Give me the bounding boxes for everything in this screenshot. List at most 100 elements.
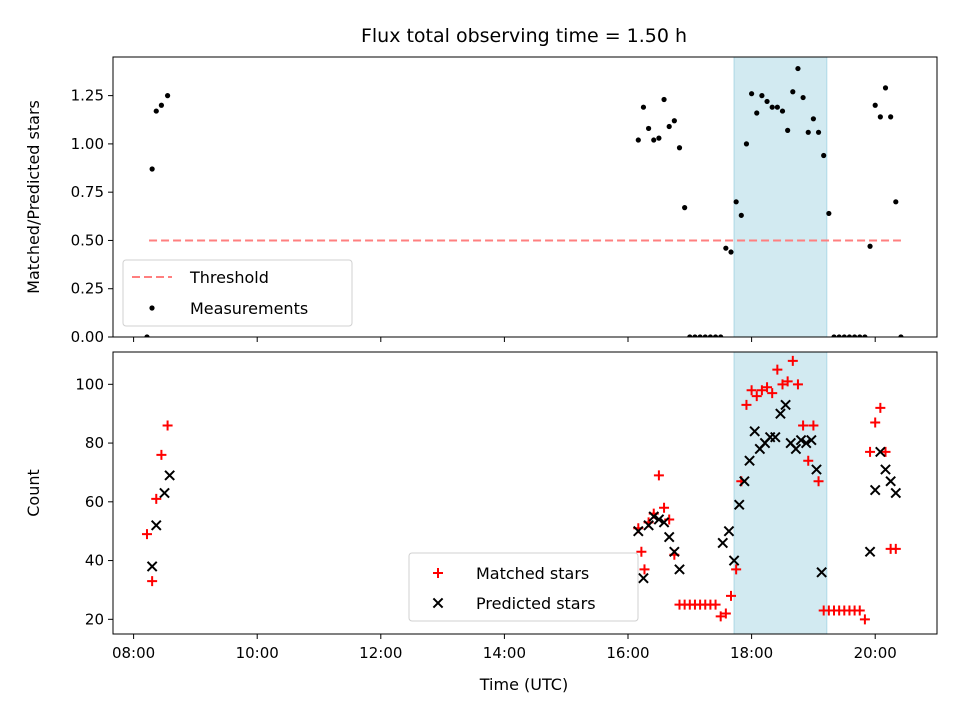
measurement-point xyxy=(785,127,791,133)
measurement-point xyxy=(728,249,734,255)
x-tick-label: 20:00 xyxy=(854,644,897,662)
matched-star-point xyxy=(787,355,798,366)
measurement-point xyxy=(692,334,698,337)
measurement-point xyxy=(754,110,760,116)
matched-star-point xyxy=(880,446,891,457)
measurement-point xyxy=(749,91,755,97)
plot-frame-1 xyxy=(112,351,938,635)
predicted-star-point xyxy=(769,431,781,443)
measurement-point xyxy=(857,334,863,337)
measurement-point xyxy=(153,108,159,114)
matched-star-point xyxy=(751,391,762,402)
x-tick-label: 14:00 xyxy=(483,644,526,662)
measurement-point xyxy=(158,102,165,108)
measurement-point xyxy=(687,334,693,337)
measurement-point xyxy=(852,334,858,337)
predicted-star-point xyxy=(717,537,729,549)
matched-star-point xyxy=(865,446,876,457)
predicted-star-point xyxy=(811,464,822,475)
matched-star-point xyxy=(731,564,742,575)
measurement-point xyxy=(769,104,775,110)
ratio-panel: 0.00 0.25 0.50 0.75 1.00 1.25 Matched/Predicte… xyxy=(24,56,938,346)
matched-star-point xyxy=(875,402,886,413)
matched-star-point xyxy=(141,529,152,540)
measurement-point xyxy=(872,102,878,108)
legend-threshold-label: Threshold xyxy=(189,268,269,287)
predicted-star-point xyxy=(150,520,162,531)
matched-star-point xyxy=(653,470,664,481)
matched-star-point xyxy=(870,417,881,428)
matched-star-point xyxy=(803,455,814,466)
predicted-star-point xyxy=(632,525,644,537)
predicted-star-point xyxy=(864,546,876,558)
legend-measurement-label: Measurements xyxy=(190,299,308,318)
matched-star-point xyxy=(777,379,788,390)
predicted-star-point xyxy=(880,464,891,475)
matched-star-point xyxy=(772,364,783,375)
measurement-point xyxy=(144,334,150,337)
plot-frame-0 xyxy=(112,56,938,338)
matched-star-point xyxy=(710,599,721,610)
legend-matched-swatch xyxy=(433,568,443,578)
predicted-star-point xyxy=(869,484,881,496)
matched-star-point xyxy=(808,420,819,431)
matched-star-point xyxy=(798,420,809,431)
measurement-point xyxy=(651,137,657,143)
measurement-point xyxy=(718,334,724,337)
x-tick-label: 16:00 xyxy=(606,644,649,662)
measurement-point xyxy=(774,104,780,110)
matched-star-point xyxy=(813,476,824,487)
matched-star-point xyxy=(147,576,158,587)
y-tick-label: 1.00 xyxy=(71,135,104,153)
matched-star-point xyxy=(782,376,793,387)
legend-matched-label: Matched stars xyxy=(476,564,589,583)
predicted-star-point xyxy=(806,434,817,446)
y-tick-label: 40 xyxy=(85,552,104,570)
predicted-star-point xyxy=(723,525,735,537)
measurement-point xyxy=(790,89,796,95)
predicted-star-point xyxy=(674,564,685,575)
measurement-point xyxy=(826,210,832,217)
measurement-point xyxy=(831,334,837,337)
y-tick-label: 100 xyxy=(75,375,104,393)
matched-star-point xyxy=(762,382,773,393)
matched-star-point xyxy=(854,605,865,616)
x-tick-label: 08:00 xyxy=(112,644,155,662)
predicted-star-point xyxy=(643,520,654,531)
x-tick-label: 18:00 xyxy=(730,644,773,662)
measurement-point xyxy=(671,118,677,124)
matched-star-point xyxy=(156,449,167,460)
y-axis-title: Count xyxy=(24,469,43,517)
matched-star-point xyxy=(756,385,767,396)
measurement-point xyxy=(805,129,811,135)
measurement-point xyxy=(676,145,683,151)
matched-star-point xyxy=(746,385,757,396)
predicted-star-point xyxy=(653,514,665,525)
predicted-star-point xyxy=(790,443,802,455)
y-tick-label: 20 xyxy=(85,610,104,628)
measurement-point xyxy=(640,104,647,110)
predicted-star-point xyxy=(775,408,786,419)
measurement-point xyxy=(841,334,847,337)
predicted-star-point xyxy=(875,446,886,458)
matched-star-point xyxy=(639,564,650,575)
y-tick-label: 1.25 xyxy=(71,87,104,105)
y-axis-title: Matched/Predicted stars xyxy=(24,100,43,294)
measurement-point xyxy=(815,129,822,135)
measurement-point xyxy=(712,334,719,337)
legend-measurement-swatch xyxy=(149,305,155,311)
legend-1: Matched stars Predicted stars xyxy=(408,552,639,622)
data-points-0 xyxy=(144,65,904,337)
measurement-point xyxy=(759,93,765,99)
measurement-point xyxy=(888,114,894,120)
measurement-point xyxy=(862,334,868,337)
predicted-star-point xyxy=(638,572,649,584)
measurement-point xyxy=(697,334,703,337)
predicted-star-point xyxy=(146,561,158,572)
predicted-star-point xyxy=(728,555,740,566)
legend-box xyxy=(408,552,639,622)
measurement-point xyxy=(635,137,641,143)
y-tick-label: 0.00 xyxy=(71,328,104,346)
measurement-point xyxy=(707,334,713,337)
